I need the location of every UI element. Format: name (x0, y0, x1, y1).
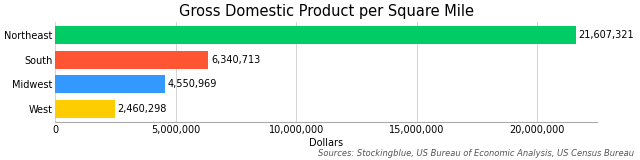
X-axis label: Dollars: Dollars (309, 138, 343, 148)
Bar (55, 26, 576, 44)
Title: Gross Domestic Product per Square Mile: Gross Domestic Product per Square Mile (179, 4, 474, 19)
Bar (55, 51, 208, 68)
Text: 2,460,298: 2,460,298 (118, 104, 167, 114)
Text: 21,607,321: 21,607,321 (579, 30, 634, 40)
Bar (55, 76, 165, 93)
Bar (55, 100, 115, 118)
Text: 4,550,969: 4,550,969 (168, 79, 217, 89)
Text: 6,340,713: 6,340,713 (211, 55, 260, 65)
Text: Sources: Stockingblue, US Bureau of Economic Analysis, US Census Bureau: Sources: Stockingblue, US Bureau of Econ… (317, 149, 634, 158)
